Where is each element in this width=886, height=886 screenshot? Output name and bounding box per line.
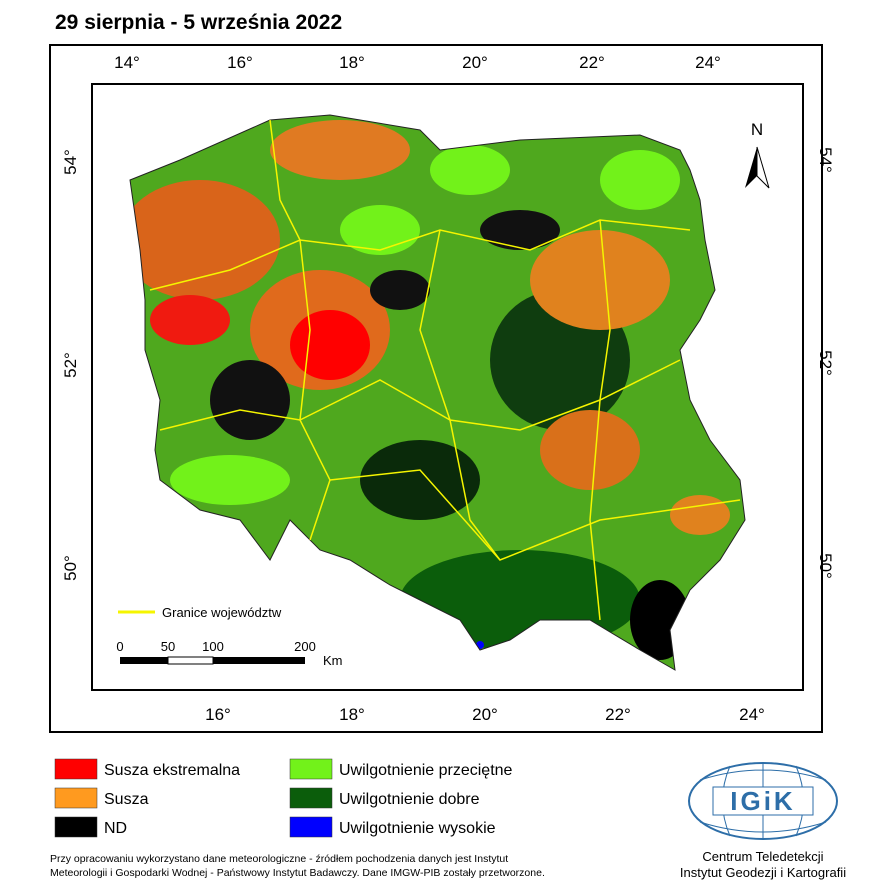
top-graticule-label: 18° <box>339 53 365 72</box>
title: 29 sierpnia - 5 września 2022 <box>55 11 342 34</box>
top-graticule-label: 24° <box>695 53 721 72</box>
left-graticule-label: 52° <box>61 352 80 378</box>
institution-name: Instytut Geodezji i Kartografii <box>680 865 846 880</box>
legend-label: Susza ekstremalna <box>104 762 240 779</box>
right-graticule-label: 54° <box>816 147 835 173</box>
scale-segment <box>120 657 168 664</box>
legend-swatch <box>54 787 98 809</box>
bottom-graticule-label: 22° <box>605 705 631 724</box>
bottom-graticule-label: 16° <box>205 705 231 724</box>
logo-text: IGiK <box>730 786 795 816</box>
voivodeship-boundaries <box>149 119 741 621</box>
scale-segment <box>167 656 214 665</box>
legend-swatch <box>289 787 333 809</box>
source-note: Przy opracowaniu wykorzystano dane meteo… <box>50 853 508 865</box>
top-graticule-label: 22° <box>579 53 605 72</box>
north-arrow <box>745 147 757 188</box>
source-note: Meteorologii i Gospodarki Wodnej - Państ… <box>50 867 545 879</box>
bottom-graticule-label: 24° <box>739 705 765 724</box>
bottom-graticule-label: 18° <box>339 705 365 724</box>
bottom-graticule-label: 20° <box>472 705 498 724</box>
top-graticule-label: 20° <box>462 53 488 72</box>
legend-label: Susza <box>104 791 149 808</box>
scale-segment <box>213 657 305 664</box>
legend-swatch <box>54 816 98 838</box>
legend-label: Uwilgotnienie dobre <box>339 791 480 808</box>
logo-box <box>712 786 814 816</box>
scale-unit: Km <box>323 653 343 668</box>
scale-label: 100 <box>202 639 224 654</box>
right-graticule-label: 52° <box>816 350 835 376</box>
scale-label: 50 <box>161 639 175 654</box>
right-graticule-label: 50° <box>816 553 835 579</box>
outer-frame <box>49 44 823 733</box>
scale-label: 200 <box>294 639 316 654</box>
inner-frame <box>91 83 804 691</box>
scale-label: 0 <box>116 639 123 654</box>
legend-swatch <box>289 816 333 838</box>
legend-swatch <box>54 758 98 780</box>
left-graticule-label: 50° <box>61 555 80 581</box>
legend-label: ND <box>104 820 127 837</box>
top-graticule-label: 14° <box>114 53 140 72</box>
institution-name: Centrum Teledetekcji <box>702 849 823 864</box>
boundary-legend-label: Granice województw <box>162 605 282 620</box>
north-arrow <box>756 146 770 189</box>
legend-label: Uwilgotnienie przeciętne <box>339 762 513 779</box>
left-graticule-label: 54° <box>61 149 80 175</box>
map-raster <box>130 115 745 670</box>
north-label: N <box>751 120 763 139</box>
top-graticule-label: 16° <box>227 53 253 72</box>
legend-swatch <box>289 758 333 780</box>
legend-label: Uwilgotnienie wysokie <box>339 820 496 837</box>
